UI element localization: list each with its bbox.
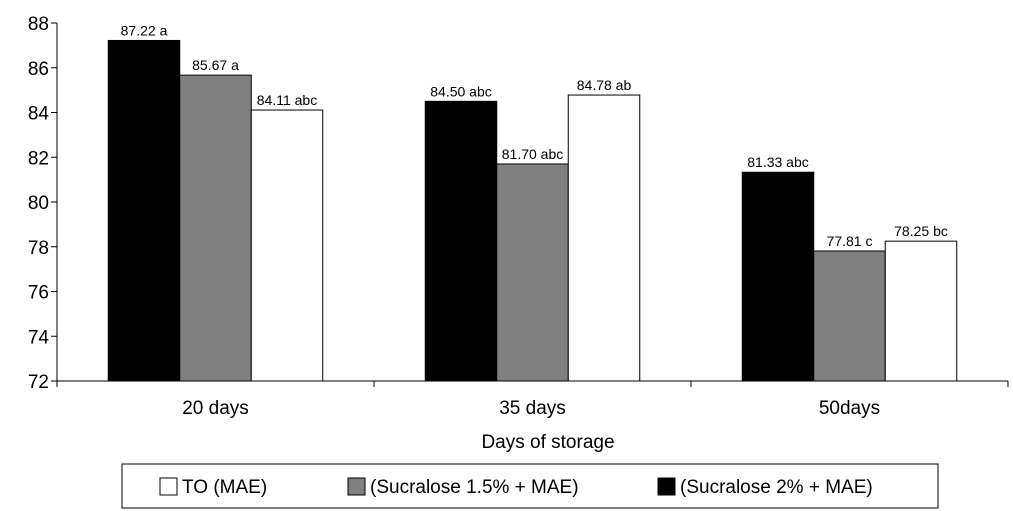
y-tick-label: 86: [28, 59, 49, 80]
legend-label: (Sucralose 2% + MAE): [680, 477, 873, 498]
data-labels: 87.22 a 85.67 a 84.11 abc 84.50 abc 81.70 ab…: [121, 22, 948, 249]
data-label: 81.70 abc: [502, 146, 564, 162]
bar: [424, 100, 498, 382]
x-category-label: 20 days: [182, 398, 249, 419]
x-axis-title: Days of storage: [481, 432, 614, 453]
legend-label: TO (MAE): [182, 477, 267, 498]
data-label: 85.67 a: [192, 57, 239, 73]
x-category-label: 50days: [819, 398, 880, 419]
y-tick-label: 80: [28, 193, 49, 214]
data-label: 77.81 c: [827, 233, 873, 249]
legend-frame: [121, 463, 939, 509]
y-tick-label: 76: [28, 283, 49, 304]
data-label: 78.25 bc: [894, 223, 948, 239]
y-tick-label: 72: [28, 372, 49, 393]
bar: [107, 39, 181, 382]
legend: TO (MAE) (Sucralose 1.5% + MAE) (Sucralose…: [121, 463, 939, 509]
data-label: 81.33 abc: [747, 154, 809, 170]
legend-swatch: [347, 477, 366, 496]
y-axis: 72 74 76 78 80 82 84 86 88: [28, 14, 58, 393]
bar: [496, 163, 569, 382]
data-label: 84.11 abc: [257, 92, 317, 108]
data-label: 84.78 ab: [577, 77, 632, 93]
x-axis: 20 days 35 days 50days: [56, 380, 1009, 419]
bar: [179, 74, 252, 382]
y-tick-label: 84: [28, 104, 50, 125]
bar: [813, 250, 886, 382]
y-tick-label: 78: [28, 238, 49, 259]
legend-label: (Sucralose 1.5% + MAE): [370, 477, 579, 498]
legend-swatch: [159, 477, 178, 496]
bar: [567, 94, 641, 382]
bars: [107, 39, 958, 382]
legend-swatch: [657, 477, 676, 496]
y-tick-label: 88: [28, 14, 49, 35]
data-label: 84.50 abc: [430, 83, 492, 99]
x-category-label: 35 days: [499, 398, 566, 419]
bar: [884, 240, 958, 382]
bar: [250, 109, 324, 382]
y-tick-label: 74: [28, 327, 50, 348]
data-label: 87.22 a: [121, 22, 168, 38]
y-tick-label: 82: [28, 148, 49, 169]
bar: [741, 171, 815, 382]
